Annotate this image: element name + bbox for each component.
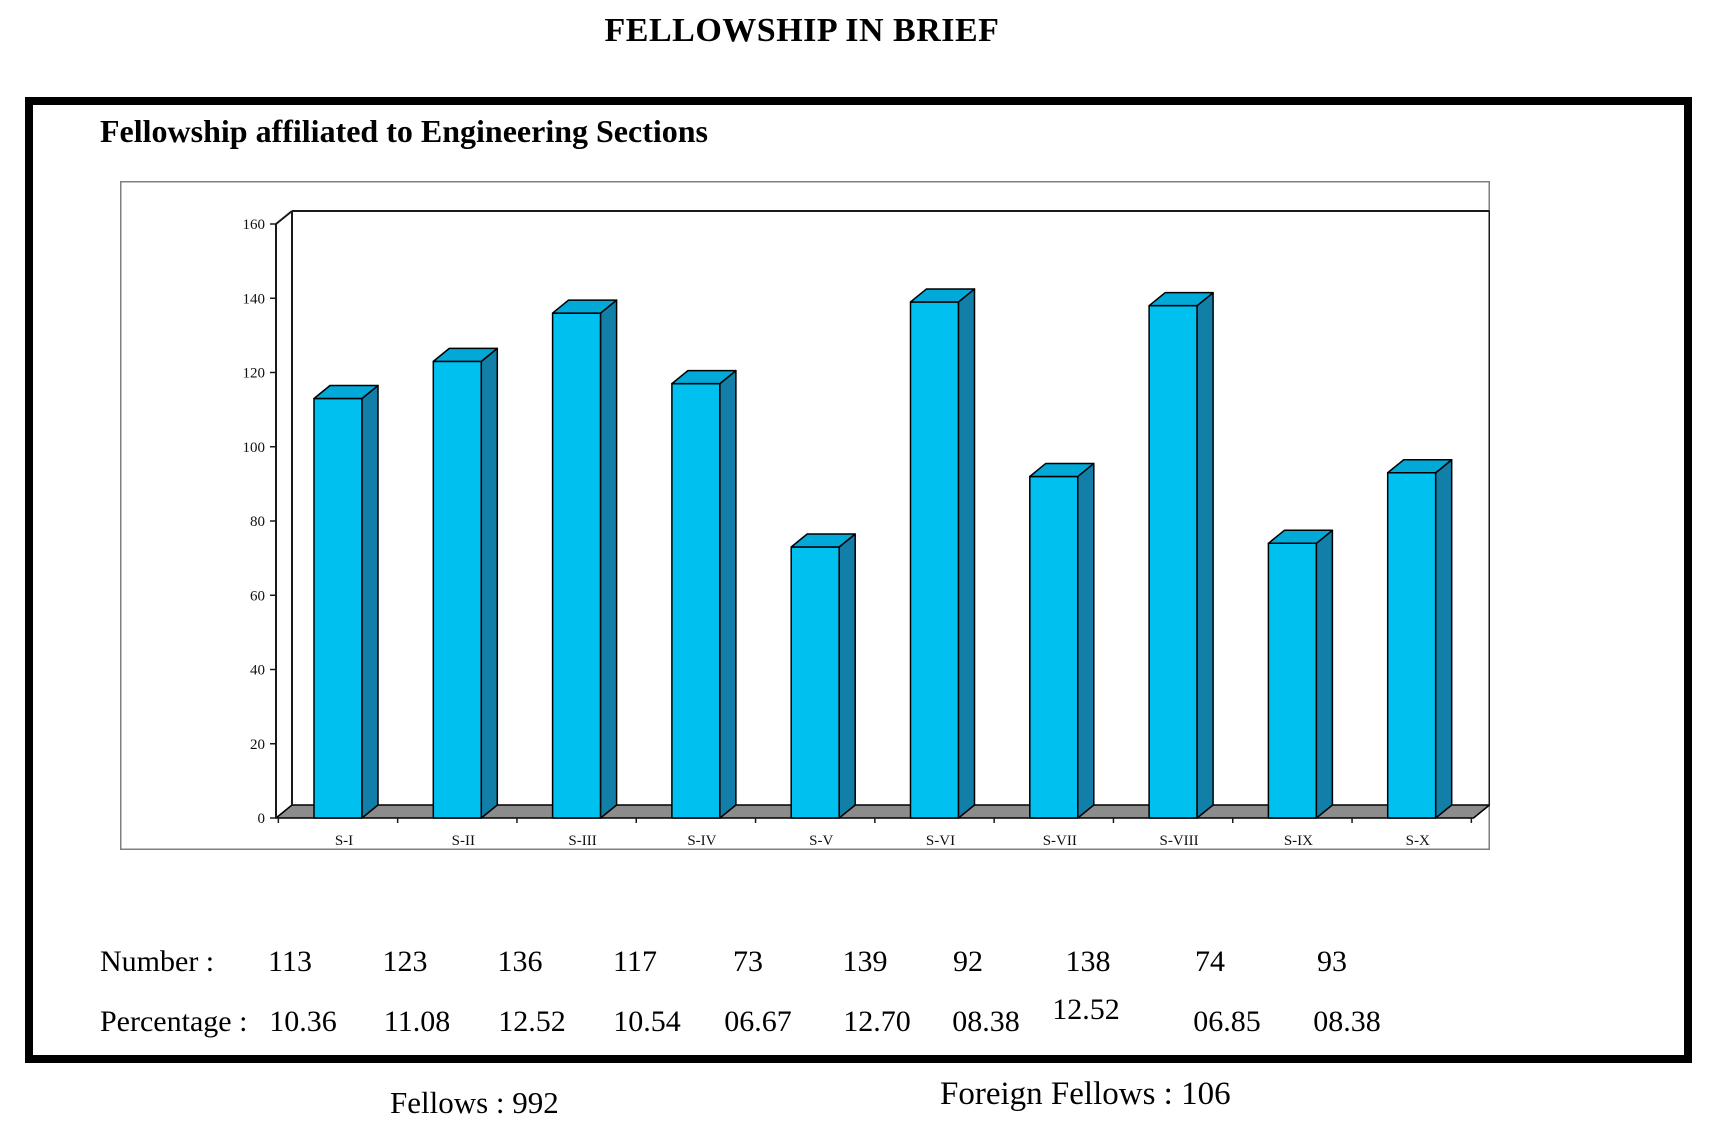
y-tick-label: 80 (250, 514, 265, 530)
bar-top (313, 384, 379, 400)
number-value: 92 (953, 945, 983, 978)
bar-front (671, 382, 721, 819)
bar-front (551, 312, 602, 819)
number-value: 73 (733, 945, 763, 978)
bar-front (313, 397, 363, 819)
percentage-row-label: Percentage : (100, 1005, 248, 1038)
bar-top (909, 288, 976, 303)
bar-front (1029, 475, 1079, 819)
bar-side (1077, 462, 1095, 819)
percentage-row: Percentage : 10.36 11.08 12.52 10.54 06.67 12… (33, 993, 1684, 1047)
bar-side (957, 288, 976, 819)
x-category-label: S-IV (687, 833, 716, 849)
x-category-label: S-IX (1284, 833, 1313, 849)
x-category-label: S-VIII (1160, 833, 1199, 849)
percentage-value: 10.54 (613, 1005, 681, 1038)
x-category-label: S-II (452, 833, 475, 849)
x-category-label: S-VII (1043, 833, 1077, 849)
foreign-fellows-total: Foreign Fellows : 106 (940, 1076, 1231, 1112)
fellows-total: Fellows : 992 (390, 1085, 559, 1120)
bar-top (1029, 462, 1095, 478)
percentage-value: 06.67 (724, 1005, 792, 1038)
bar-front (1267, 542, 1318, 819)
y-tick-label: 120 (243, 366, 266, 382)
number-value: 139 (842, 945, 888, 978)
bar-chart: 0 20 40 60 80 100 120 140 160 S-I S-II S-III S-IV S-V… (120, 181, 1491, 850)
bar-side (480, 347, 499, 819)
bar-front (432, 360, 483, 819)
bar-top (1148, 291, 1214, 307)
bar-top (1267, 529, 1334, 545)
number-value: 138 (1065, 945, 1111, 978)
bar-side (838, 533, 856, 819)
x-category-label: S-III (568, 833, 596, 849)
bar-side (1196, 291, 1214, 819)
bar-top (432, 347, 499, 363)
bar-side (599, 299, 618, 819)
bar-top (551, 299, 618, 314)
y-tick-label: 0 (258, 811, 266, 827)
percentage-value: 10.36 (269, 1005, 337, 1038)
bar-front (1386, 471, 1437, 819)
wall-top-slant (275, 210, 293, 225)
bar-top (1386, 458, 1453, 474)
chart-canvas: 0 20 40 60 80 100 120 140 160 S-I S-II S-III S-IV S-V… (120, 181, 1491, 850)
y-tick-label: 20 (250, 737, 265, 753)
percentage-value: 12.52 (498, 1005, 566, 1038)
y-tick-label: 60 (250, 588, 265, 604)
percentage-value: 08.38 (1313, 1005, 1381, 1038)
y-tick-label: 40 (250, 663, 265, 679)
bar-top (671, 369, 737, 385)
y-tick-label: 140 (243, 291, 266, 307)
number-row-label: Number : (100, 945, 215, 978)
number-value: 93 (1317, 945, 1347, 978)
chart-heading: Fellowship affiliated to Engineering Sec… (100, 113, 708, 149)
y-tick-label: 160 (243, 217, 266, 233)
x-category-label: S-I (335, 833, 353, 849)
bar-front (1148, 304, 1198, 819)
number-value: 113 (268, 945, 312, 978)
number-row: Number : 113 123 136 117 73 139 92 138 74 93 (33, 945, 1684, 987)
percentage-value: 12.70 (843, 1005, 911, 1038)
percentage-value: 12.52 (1052, 993, 1120, 1026)
fellowship-panel: Fellowship affiliated to Engineering Sec… (25, 97, 1692, 1063)
percentage-value: 06.85 (1193, 1005, 1261, 1038)
number-value: 123 (382, 945, 428, 978)
bar-side (1434, 458, 1453, 819)
x-category-label: S-VI (926, 833, 955, 849)
bar-front (909, 301, 960, 819)
number-value: 117 (613, 945, 657, 978)
percentage-value: 08.38 (952, 1005, 1020, 1038)
bar-side (1315, 529, 1334, 819)
x-category-label: S-V (809, 833, 833, 849)
bar-side (361, 384, 379, 819)
y-tick-label: 100 (243, 440, 266, 456)
bar-front (790, 546, 840, 819)
percentage-value: 11.08 (383, 1005, 451, 1038)
bar-top (790, 533, 856, 548)
number-value: 136 (497, 945, 543, 978)
x-category-label: S-X (1406, 833, 1430, 849)
bar-side (719, 369, 737, 819)
page-title: FELLOWSHIP IN BRIEF (604, 12, 1000, 49)
number-value: 74 (1195, 945, 1225, 978)
